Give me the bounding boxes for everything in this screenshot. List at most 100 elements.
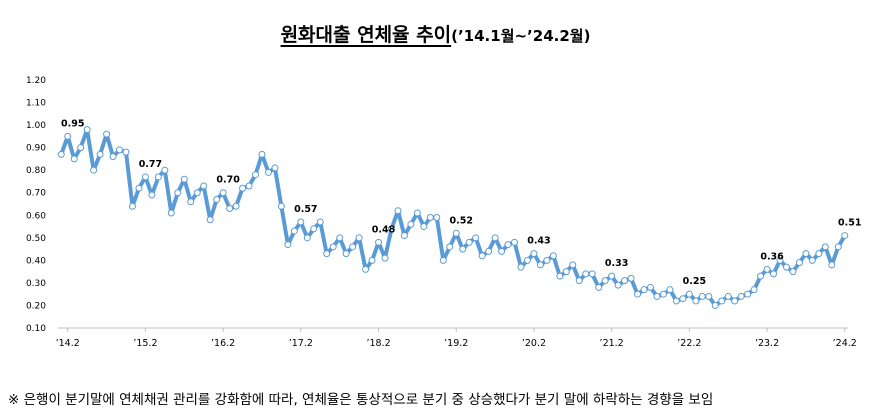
data-point [193, 189, 201, 197]
y-tick-label: 1.00 [26, 121, 46, 131]
data-point [498, 247, 506, 255]
data-point [375, 238, 383, 246]
y-tick-label: 0.10 [26, 324, 46, 334]
data-point [549, 252, 557, 260]
data-label: 0.95 [61, 118, 84, 129]
chart-title-main: 원화대출 연체율 추이 [280, 24, 452, 46]
data-point [679, 295, 687, 303]
data-label: 0.48 [372, 224, 396, 235]
data-point [647, 283, 654, 291]
data-point [329, 243, 337, 251]
data-point [213, 195, 221, 203]
data-point [517, 263, 525, 271]
data-label: 0.52 [450, 215, 473, 226]
data-point [750, 286, 758, 294]
data-point [284, 241, 292, 249]
data-point [362, 265, 370, 273]
data-point [698, 292, 706, 300]
data-label: 0.57 [294, 204, 317, 215]
y-tick-label: 0.80 [26, 166, 46, 176]
x-tick-label: ’14.2 [56, 338, 80, 349]
data-label: 0.70 [216, 175, 240, 186]
y-tick-label: 1.10 [26, 99, 46, 109]
chart-title: 원화대출 연체율 추이(’14.1월~’24.2월) [0, 20, 871, 47]
x-tick-label: ’24.2 [833, 338, 857, 349]
data-point [789, 268, 797, 276]
data-point [109, 153, 117, 161]
x-tick-label: ’17.2 [289, 338, 313, 349]
data-point [187, 198, 195, 206]
data-point [556, 272, 564, 280]
data-point [776, 256, 784, 264]
data-point [135, 184, 143, 192]
y-tick-label: 0.90 [26, 144, 46, 154]
x-tick-label: ’22.2 [677, 338, 701, 349]
data-point [692, 297, 700, 305]
data-point [575, 277, 583, 285]
data-point [627, 274, 635, 282]
data-point [310, 225, 318, 233]
data-point [504, 241, 512, 249]
data-label: 0.33 [605, 258, 628, 269]
data-point [737, 292, 745, 300]
x-tick-label: ’18.2 [366, 338, 390, 349]
data-point [821, 243, 829, 251]
y-tick-label: 0.30 [26, 279, 46, 289]
data-point [478, 252, 486, 260]
footnote: ※ 은행이 분기말에 연체채권 관리를 강화함에 따라, 연체율은 통상적으로 … [8, 392, 714, 408]
data-point [420, 223, 428, 231]
data-point [219, 189, 227, 197]
data-point [705, 292, 713, 300]
data-point [433, 214, 441, 222]
data-point [297, 218, 305, 226]
data-point [536, 261, 544, 269]
data-point [718, 297, 726, 305]
data-point [252, 171, 259, 179]
data-point [608, 272, 616, 280]
data-point [640, 286, 648, 294]
data-point [180, 175, 188, 183]
x-tick-label: ’20.2 [522, 338, 546, 349]
data-point [290, 227, 298, 235]
data-point [523, 256, 531, 264]
x-tick-label: ’19.2 [444, 338, 468, 349]
data-point [355, 234, 363, 242]
data-label: 0.25 [683, 276, 706, 287]
data-point [239, 184, 247, 192]
data-label: 0.43 [527, 236, 550, 247]
data-point [666, 286, 674, 294]
data-point [672, 297, 680, 305]
data-point [154, 173, 162, 181]
data-point [459, 245, 467, 253]
data-point [621, 277, 629, 285]
data-point [148, 191, 156, 199]
data-point [64, 132, 72, 140]
data-point [491, 234, 499, 242]
data-point [245, 182, 253, 190]
data-point [400, 232, 408, 240]
data-point [834, 243, 842, 251]
data-point [841, 232, 849, 240]
data-point [828, 261, 836, 269]
data-point [336, 234, 344, 242]
line-chart: 0.10 0.20 0.30 0.40 0.50 0.60 0.70 0.80 0.90 1.00… [26, 76, 862, 349]
data-label: 0.36 [760, 251, 784, 262]
data-point [724, 292, 732, 300]
y-tick-label: 0.40 [26, 256, 46, 266]
data-point [595, 283, 603, 291]
data-point [711, 301, 719, 309]
data-point [413, 209, 421, 217]
data-point [96, 150, 104, 158]
data-point [303, 234, 311, 242]
data-point [582, 270, 590, 278]
data-point [368, 256, 376, 264]
data-point [381, 254, 389, 262]
y-tick-label: 0.50 [26, 234, 46, 244]
data-point [465, 238, 473, 246]
data-point [763, 265, 771, 273]
data-point [167, 209, 175, 217]
data-point [407, 220, 415, 228]
data-point [70, 155, 78, 163]
data-point [802, 250, 810, 258]
data-point [601, 277, 609, 285]
